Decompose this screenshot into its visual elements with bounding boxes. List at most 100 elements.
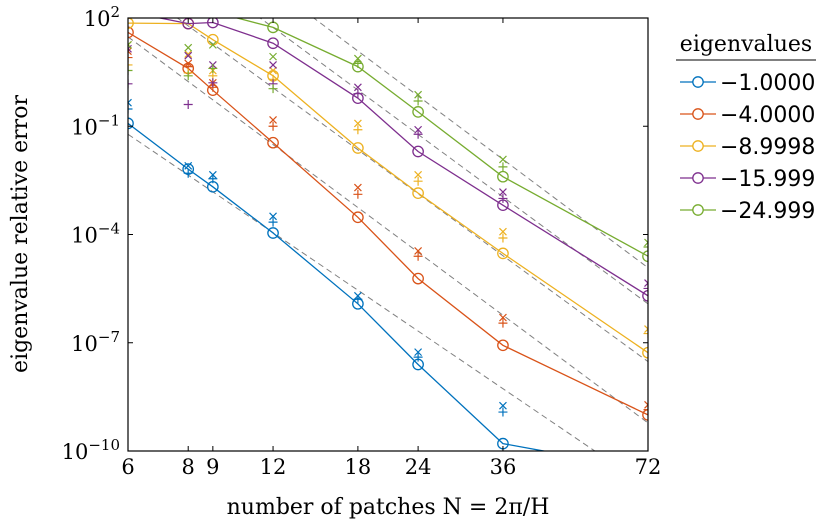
data-point-plus [128,66,133,76]
data-point-plus [413,96,423,106]
data-point-circle [207,18,219,29]
data-point-cross [414,348,423,357]
x-tick-label: 36 [490,455,517,479]
data-point-circle [412,272,424,285]
data-point-cross [269,61,277,69]
data-point-plus [128,79,133,89]
series-markers [128,18,648,450]
data-point-cross [184,43,193,52]
y-axis-label: eigenvalue relative error [8,95,33,373]
data-point-cross [499,155,507,164]
legend: eigenvalues −1.0000 −4.0000 −8.9998 −15.999… [676,32,816,224]
legend-label: −24.999 [720,199,815,224]
legend-entry: −4.0000 [680,103,815,128]
data-point-plus [413,129,423,139]
data-point-plus [643,242,648,252]
data-point-cross [644,238,648,247]
data-point-cross [269,66,277,75]
reference-lines [128,18,648,451]
data-point-plus [268,84,278,94]
data-point-cross [128,47,132,56]
data-point-plus [128,104,133,114]
data-point-cross [184,161,193,170]
x-tick-label: 9 [206,455,219,479]
legend-entry: −1.0000 [680,71,815,96]
legend-label: −15.999 [720,167,815,192]
data-point-circle [412,145,424,158]
data-point-circle [267,227,279,239]
x-tick-labels: 6 8 9 12 18 24 36 72 [121,455,661,479]
data-point-cross [208,40,217,49]
data-point-cross [414,125,423,134]
data-point-cross [269,212,277,221]
legend-title: eigenvalues [680,32,812,57]
data-point-cross [353,83,362,92]
y-tick-label: 10−1 [71,111,120,139]
data-point-plus [353,125,363,135]
x-tick-label: 6 [121,455,134,479]
data-point-cross [644,279,648,288]
legend-swatch-marker [692,140,704,152]
legend-entry: −8.9998 [680,135,815,160]
x-tick-label: 72 [635,455,662,479]
reference-line [259,18,648,305]
data-point-circle [497,339,509,352]
legend-entry: −15.999 [680,167,815,192]
x-tick-label: 18 [345,455,372,479]
y-tick-label: 10−10 [62,436,120,464]
x-tick-label: 12 [260,455,287,479]
reference-line [128,133,596,451]
data-point-cross [414,247,423,255]
data-point-cross [499,313,507,322]
legend-swatch-marker [692,204,704,216]
data-point-cross [644,400,648,409]
data-point-plus [353,189,363,199]
data-point-cross [353,183,362,192]
data-point-cross [128,98,132,107]
data-point-plus [498,233,508,243]
data-point-plus [268,217,278,227]
data-point-plus [128,53,133,63]
data-point-plus [183,100,193,110]
data-point-plus [413,352,423,362]
data-point-circle [497,170,509,183]
data-point-plus [643,283,648,293]
legend-swatch-marker [692,76,704,88]
reference-line [176,18,648,363]
data-point-circle [267,136,279,149]
data-point-plus [208,174,218,184]
series-line [234,18,648,257]
data-point-circle [352,211,364,224]
data-point-plus [498,193,508,203]
data-point-cross [269,115,277,124]
legend-swatch-marker [692,108,704,120]
x-tick-label: 8 [182,455,195,479]
legend-swatch-marker [692,172,704,184]
data-point-cross [499,227,507,236]
data-point-plus [128,60,133,70]
legend-entry: −24.999 [680,199,815,224]
axis-ticks [127,17,649,452]
data-point-plus [413,251,423,261]
data-point-plus [643,405,648,415]
y-tick-label: 102 [84,3,120,31]
data-point-plus [643,329,648,339]
series-line [156,18,648,297]
legend-label: −4.0000 [720,103,815,128]
data-point-plus [498,318,508,328]
data-point-plus [353,58,363,68]
data-point-cross [644,325,648,333]
reference-line [312,18,648,269]
reference-line [128,36,648,424]
data-point-circle [412,187,424,199]
data-point-plus [353,294,363,304]
data-point-cross [499,188,507,196]
data-point-circle [352,142,364,154]
data-point-plus [498,407,508,417]
data-point-plus [353,89,363,99]
data-point-plus [183,71,193,81]
x-axis-label: number of patches N = 2π/H [227,495,550,520]
y-tick-label: 10−7 [71,328,120,356]
legend-entries: −1.0000 −4.0000 −8.9998 −15.999 −24.999 [680,71,815,224]
